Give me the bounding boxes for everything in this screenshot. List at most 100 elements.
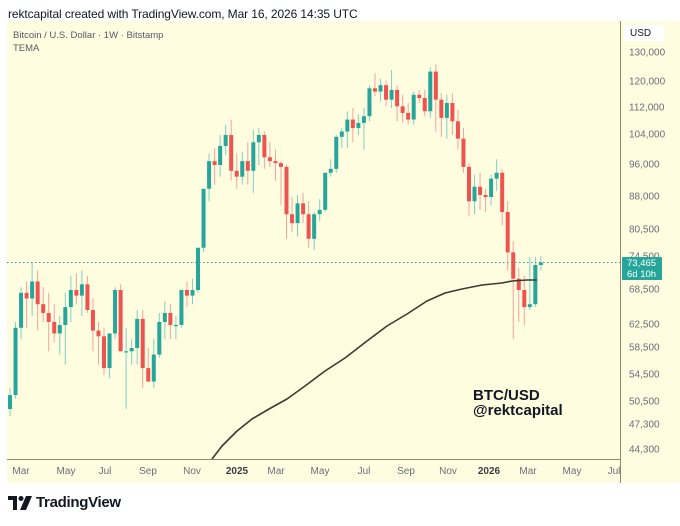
candlestick-chart[interactable]	[7, 21, 620, 459]
price-tick: 58,500	[629, 342, 660, 354]
candle-up	[218, 145, 223, 165]
time-tick: May	[56, 466, 76, 477]
candle-down	[500, 172, 505, 213]
time-tick: Jul	[357, 466, 371, 477]
candle-down	[384, 85, 389, 100]
candle-up	[30, 281, 35, 299]
time-axis-divider	[7, 459, 621, 460]
chart-legend: Bitcoin / U.S. Dollar · 1W · Bitstamp TE…	[13, 29, 163, 55]
price-tick: 68,500	[629, 284, 660, 296]
candle-down	[234, 170, 239, 177]
time-tick-year: 2026	[477, 466, 501, 477]
candle-down	[301, 203, 306, 215]
candle-down	[522, 290, 527, 308]
candle-up	[157, 321, 162, 355]
candle-down	[262, 135, 267, 158]
candle-up	[538, 262, 543, 265]
watermark: BTC/USD @rektcapital	[473, 388, 563, 418]
candle-up	[151, 354, 156, 382]
candle-up	[256, 135, 261, 143]
candle-up	[201, 188, 206, 248]
time-tick: Nov	[439, 466, 457, 477]
candle-down	[450, 102, 455, 122]
candle-down	[400, 106, 405, 113]
current-price-value: 73,465	[627, 258, 657, 269]
candle-up	[63, 307, 68, 325]
time-tick: May	[562, 466, 582, 477]
candle-down	[422, 98, 427, 112]
candle-up	[328, 168, 333, 173]
candle-up	[527, 304, 532, 308]
candle-up	[378, 85, 383, 92]
candle-up	[107, 333, 112, 369]
candle-up	[428, 71, 433, 112]
candle-up	[251, 142, 256, 171]
chart-plot-area[interactable]	[7, 21, 620, 459]
candle-down	[461, 138, 466, 167]
candle-down	[395, 89, 400, 107]
candle-up	[444, 102, 449, 118]
candle-down	[455, 121, 460, 139]
candle-up	[129, 348, 134, 352]
price-tick: 96,000	[629, 159, 660, 171]
candle-down	[350, 119, 355, 129]
candle-up	[361, 116, 366, 123]
candle-down	[273, 161, 278, 164]
candle-down	[267, 157, 272, 162]
candle-down	[74, 290, 79, 296]
candle-down	[511, 252, 516, 279]
candle-up	[389, 89, 394, 100]
price-tick: 130,000	[629, 47, 666, 59]
candle-up	[162, 312, 167, 322]
watermark-symbol: BTC/USD	[473, 387, 540, 404]
candle-up	[223, 135, 228, 146]
time-axis[interactable]	[7, 460, 620, 483]
candle-down	[118, 290, 123, 352]
candle-up	[317, 209, 322, 215]
indicator-label-tema[interactable]: TEMA	[13, 43, 40, 54]
current-price-badge: 73,465 6d 10h	[622, 257, 662, 280]
time-tick: Mar	[12, 466, 30, 477]
candle-up	[533, 264, 538, 305]
price-tick: 44,300	[629, 444, 660, 456]
candle-up	[411, 94, 416, 120]
currency-label[interactable]: USD	[624, 25, 664, 41]
candle-up	[135, 318, 140, 348]
candle-down	[516, 278, 521, 290]
attribution-header: rektcapital created with TradingView.com…	[8, 7, 358, 21]
candle-down	[96, 330, 101, 337]
candle-down	[417, 94, 422, 99]
candle-down	[212, 161, 217, 165]
candle-up	[57, 325, 62, 334]
candle-down	[46, 312, 51, 322]
candle-up	[124, 351, 129, 353]
price-tick: 50,500	[629, 396, 660, 408]
time-tick: Mar	[519, 466, 537, 477]
candle-up	[190, 290, 195, 296]
candle-down	[24, 292, 29, 299]
candle-countdown: 6d 10h	[627, 269, 657, 280]
watermark-handle: @rektcapital	[473, 402, 563, 419]
candle-down	[483, 194, 488, 197]
candle-down	[229, 135, 234, 171]
candle-up	[489, 178, 494, 197]
tradingview-logo[interactable]: TradingView	[8, 494, 121, 511]
candle-up	[345, 119, 350, 132]
time-tick: Nov	[183, 466, 201, 477]
price-tick: 120,000	[629, 76, 666, 88]
candle-up	[68, 290, 73, 308]
candle-down	[140, 318, 145, 369]
time-tick: May	[310, 466, 330, 477]
candle-down	[478, 186, 483, 195]
price-axis[interactable]	[621, 21, 680, 483]
time-tick: Mar	[267, 466, 285, 477]
candle-up	[323, 172, 328, 210]
symbol-title: Bitcoin / U.S. Dollar · 1W · Bitstamp	[13, 30, 164, 41]
candle-up	[179, 290, 184, 325]
tema-line	[211, 279, 537, 459]
time-tick-year: 2025	[225, 466, 249, 477]
candle-up	[240, 161, 245, 177]
candle-up	[196, 247, 201, 290]
price-tick: 54,500	[629, 369, 660, 381]
candle-up	[295, 203, 300, 224]
